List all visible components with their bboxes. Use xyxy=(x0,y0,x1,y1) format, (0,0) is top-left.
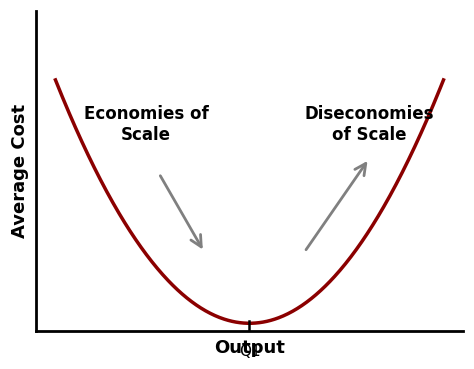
Y-axis label: Average Cost: Average Cost xyxy=(11,104,29,238)
Text: Economies of
Scale: Economies of Scale xyxy=(83,105,209,144)
X-axis label: Output: Output xyxy=(214,339,285,357)
Text: Diseconomies
of Scale: Diseconomies of Scale xyxy=(304,105,434,144)
Text: Q1: Q1 xyxy=(239,344,260,359)
